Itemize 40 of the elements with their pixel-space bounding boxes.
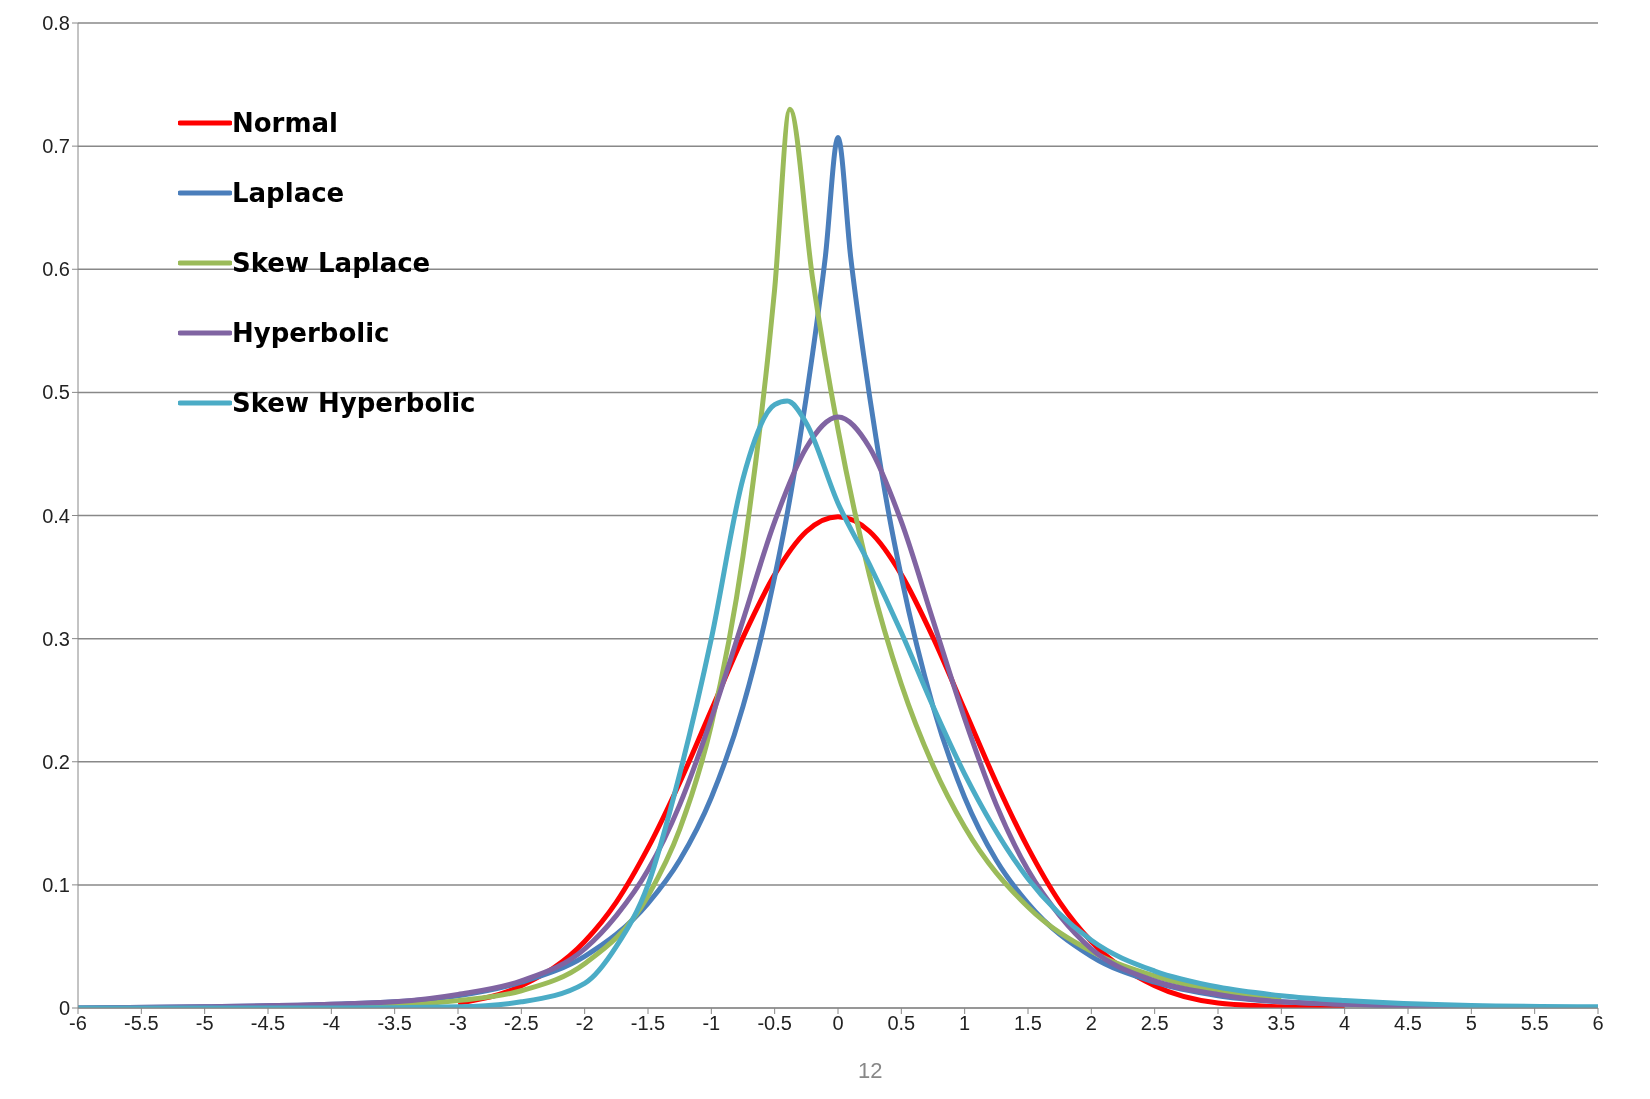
x-tick-label: -6 — [69, 1012, 87, 1035]
y-tick-label: 0.1 — [42, 873, 70, 896]
x-tick-label: -4.5 — [250, 1012, 286, 1035]
y-tick-label: 0.8 — [42, 12, 70, 35]
x-tick-label: -5.5 — [124, 1012, 159, 1035]
x-tick-label: 4 — [1339, 1012, 1351, 1035]
x-tick-label: 0 — [832, 1012, 844, 1035]
y-tick-label: 0.3 — [42, 627, 70, 650]
legend-label: Skew Hyperbolic — [232, 388, 476, 418]
legend-label: Hyperbolic — [232, 318, 390, 348]
legend-label: Skew Laplace — [232, 248, 431, 278]
x-tick-label: 2.5 — [1140, 1012, 1169, 1035]
x-tick-label: 3.5 — [1267, 1012, 1296, 1035]
x-tick-label: 5 — [1465, 1012, 1477, 1035]
y-tick-label: 0.2 — [42, 750, 70, 773]
x-tick-label: -1.5 — [630, 1012, 666, 1035]
y-tick-label: 0 — [58, 997, 70, 1020]
y-tick-label: 0.4 — [42, 504, 70, 527]
x-tick-label: 3 — [1212, 1012, 1224, 1035]
x-tick-label: 1.5 — [1014, 1012, 1042, 1035]
x-tick-label: 5.5 — [1520, 1012, 1549, 1035]
legend-label: Normal — [232, 108, 338, 138]
x-tick-label: -3 — [449, 1012, 467, 1035]
x-tick-label: -4 — [322, 1012, 341, 1035]
text: 12 — [858, 1058, 883, 1084]
x-tick-label: 0.5 — [887, 1012, 916, 1035]
x-tick-label: -2.5 — [504, 1012, 539, 1035]
x-tick-label: -0.5 — [757, 1012, 792, 1035]
x-tick-label: -2 — [575, 1012, 594, 1035]
x-tick-label: 6 — [1592, 1012, 1604, 1035]
y-tick-label: 0.5 — [42, 381, 70, 404]
x-tick-label: 2 — [1085, 1012, 1097, 1035]
legend-label: Laplace — [232, 178, 345, 208]
x-tick-label: -3.5 — [377, 1012, 412, 1035]
x-tick-label: -5 — [195, 1012, 214, 1035]
x-tick-label: 4.5 — [1394, 1012, 1422, 1035]
x-tick-label: -1 — [702, 1012, 721, 1035]
y-tick-label: 0.6 — [42, 258, 70, 281]
x-tick-label: 1 — [959, 1012, 971, 1035]
y-tick-label: 0.7 — [42, 135, 70, 158]
